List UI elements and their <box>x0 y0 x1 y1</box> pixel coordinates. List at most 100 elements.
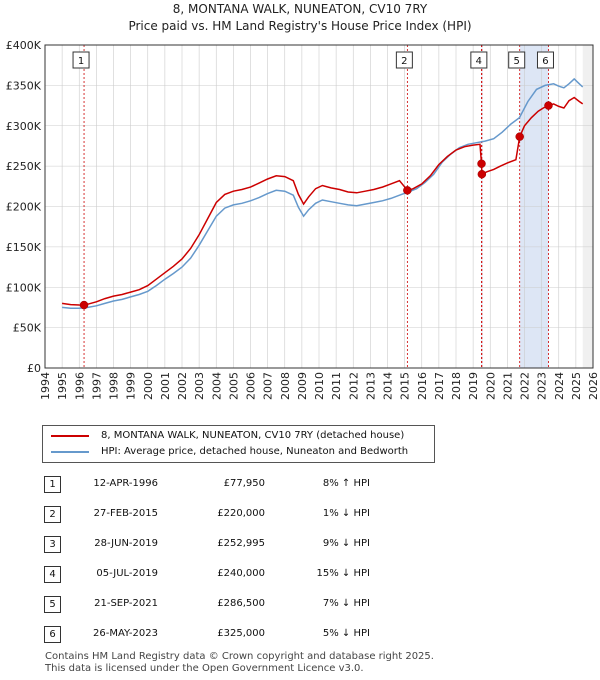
chart-legend: 8, MONTANA WALK, NUNEATON, CV10 7RY (det… <box>42 425 435 463</box>
y-tick-label: £150K <box>6 241 42 254</box>
x-tick-label: 2003 <box>193 372 206 400</box>
row-number-badge: 1 <box>44 476 61 493</box>
row-price: £325,000 <box>217 628 265 639</box>
x-tick-label: 2026 <box>587 372 600 400</box>
x-tick-label: 2017 <box>433 372 446 400</box>
x-tick-label: 2002 <box>176 372 189 400</box>
x-tick-label: 1996 <box>73 372 86 400</box>
x-tick-label: 2011 <box>330 372 343 400</box>
y-tick-label: £100K <box>6 281 42 294</box>
x-tick-label: 2007 <box>262 372 275 400</box>
row-price: £286,500 <box>217 598 265 609</box>
x-tick-label: 2000 <box>142 372 155 400</box>
chart-subtitle: Price paid vs. HM Land Registry's House … <box>128 19 472 33</box>
y-tick-label: £50K <box>13 322 42 335</box>
row-hpi-diff: 5% ↓ HPI <box>322 628 370 639</box>
row-number-badge: 5 <box>44 596 61 613</box>
sale-label: 2 <box>401 56 407 67</box>
x-tick-label: 2014 <box>382 372 395 400</box>
x-tick-label: 2019 <box>467 372 480 400</box>
y-tick-label: £300K <box>6 120 42 133</box>
plot-border <box>44 44 594 369</box>
row-price: £77,950 <box>223 478 265 489</box>
table-row: 1 12-APR-1996 £77,950 8% ↑ HPI <box>0 476 600 496</box>
row-price: £252,995 <box>217 538 265 549</box>
legend-swatch-hpi <box>51 451 89 453</box>
x-tick-label: 2005 <box>227 372 240 400</box>
hpi-series-line <box>62 77 584 309</box>
x-tick-label: 2013 <box>364 372 377 400</box>
legend-label-property: 8, MONTANA WALK, NUNEATON, CV10 7RY (det… <box>101 430 405 441</box>
x-tick-label: 2022 <box>519 372 532 400</box>
sale-label-box <box>470 51 488 69</box>
table-row: 4 05-JUL-2019 £240,000 15% ↓ HPI <box>0 566 600 586</box>
sale-label: 6 <box>542 56 548 67</box>
table-row: 2 27-FEB-2015 £220,000 1% ↓ HPI <box>0 506 600 526</box>
price-chart: £0 £50K £100K £150K £200K £250K £300K £350K £400… <box>6 39 600 400</box>
row-hpi-diff: 1% ↓ HPI <box>322 508 370 519</box>
row-price: £240,000 <box>217 568 265 579</box>
footer-copyright: Contains HM Land Registry data © Crown c… <box>45 651 434 662</box>
row-number-badge: 4 <box>44 566 61 583</box>
x-tick-label: 2010 <box>313 372 326 400</box>
x-tick-label: 2016 <box>416 372 429 400</box>
sale-point <box>477 169 487 179</box>
x-tick-label: 2024 <box>553 372 566 400</box>
y-tick-label: £400K <box>6 39 42 52</box>
sale-label: 1 <box>78 56 84 67</box>
row-date: 21-SEP-2021 <box>94 598 158 609</box>
table-row: 6 26-MAY-2023 £325,000 5% ↓ HPI <box>0 626 600 646</box>
row-number-badge: 3 <box>44 536 61 553</box>
sale-point <box>515 132 524 141</box>
x-tick-label: 2001 <box>159 372 172 400</box>
x-tick-label: 2015 <box>399 372 412 400</box>
row-number-badge: 6 <box>44 626 61 643</box>
table-row: 5 21-SEP-2021 £286,500 7% ↓ HPI <box>0 596 600 616</box>
x-tick-label: 2006 <box>245 372 258 400</box>
x-tick-label: 1999 <box>125 372 138 400</box>
sale-label-box <box>395 51 413 69</box>
legend-swatch-property <box>51 435 89 437</box>
x-tick-label: 1998 <box>108 372 121 400</box>
sale-point <box>403 186 412 195</box>
sale-label-box <box>508 51 526 69</box>
x-tick-label: 2023 <box>536 372 549 400</box>
x-tick-label: 2018 <box>450 372 463 400</box>
x-tick-label: 1994 <box>39 372 52 400</box>
chart-title: 8, MONTANA WALK, NUNEATON, CV10 7RY <box>172 2 428 16</box>
table-row: 3 28-JUN-2019 £252,995 9% ↓ HPI <box>0 536 600 556</box>
row-hpi-diff: 9% ↓ HPI <box>322 538 370 549</box>
x-tick-label: 1997 <box>90 372 103 400</box>
x-tick-label: 1995 <box>56 372 69 400</box>
sale-label: 5 <box>514 56 520 67</box>
footer-licence: This data is licensed under the Open Gov… <box>45 663 364 674</box>
y-tick-label: £350K <box>6 79 42 92</box>
x-tick-label: 2020 <box>484 372 497 400</box>
row-date: 28-JUN-2019 <box>94 538 158 549</box>
x-tick-label: 2008 <box>279 372 292 400</box>
x-tick-label: 2012 <box>347 372 360 400</box>
sale-point <box>477 159 486 168</box>
row-price: £220,000 <box>217 508 265 519</box>
sale-point <box>544 101 553 110</box>
row-number-badge: 2 <box>44 506 61 523</box>
x-tick-label: 2025 <box>570 372 583 400</box>
x-tick-label: 2004 <box>210 372 223 400</box>
legend-label-hpi: HPI: Average price, detached house, Nune… <box>101 446 409 457</box>
x-tick-label: 2009 <box>296 372 309 400</box>
x-tick-label: 2021 <box>501 372 514 400</box>
sale-point <box>79 300 89 310</box>
row-hpi-diff: 8% ↑ HPI <box>322 478 370 489</box>
row-date: 05-JUL-2019 <box>96 568 158 579</box>
row-hpi-diff: 7% ↓ HPI <box>322 598 370 609</box>
sale-label-box <box>72 51 90 69</box>
row-date: 26-MAY-2023 <box>92 628 158 639</box>
row-hpi-diff: 15% ↓ HPI <box>316 568 370 579</box>
y-tick-label: £0 <box>27 362 41 375</box>
sale-label: 4 <box>476 56 482 67</box>
y-tick-label: £200K <box>6 201 42 214</box>
row-date: 12-APR-1996 <box>93 478 158 489</box>
row-date: 27-FEB-2015 <box>93 508 158 519</box>
sale-label-box <box>536 51 554 69</box>
y-tick-label: £250K <box>6 160 42 173</box>
